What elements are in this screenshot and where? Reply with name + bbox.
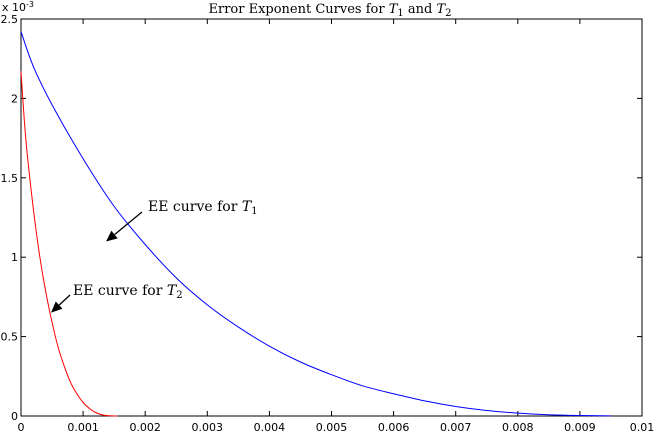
chart-title-prefix: Error Exponent Curves for [208, 2, 388, 17]
annotation-t1: EE curve for T1 [106, 199, 258, 242]
annotation-t1-prefix: EE curve for [148, 199, 242, 215]
y-multiplier: x 10-3 [2, 0, 34, 14]
chart-title-var2: T [436, 2, 446, 17]
y-multiplier-base: x 10 [2, 1, 26, 14]
x-tick-label: 0.003 [192, 421, 224, 432]
x-tick-label: 0.01 [630, 421, 654, 432]
annotation-t2-sub: 2 [176, 290, 182, 301]
series-group [20, 31, 611, 417]
annotation-t2-arrow-head [51, 301, 63, 313]
x-axis: 0 0.001 0.002 0.003 0.004 0.005 0.006 0.007 0.00… [18, 19, 654, 432]
x-tick-label: 0.009 [564, 421, 596, 432]
annotation-t2-var: T [167, 283, 178, 299]
x-tick-label: 0.007 [440, 421, 472, 432]
annotation-t1-arrow-head [106, 230, 118, 242]
chart-title-sub1: 1 [397, 8, 403, 19]
annotation-t2: EE curve for T2 [51, 283, 183, 313]
x-tick-label: 0.004 [254, 421, 286, 432]
annotation-t1-label: EE curve for T1 [148, 199, 258, 217]
x-tick-label: 0.005 [316, 421, 348, 432]
annotation-t1-arrow-line [114, 211, 143, 236]
chart-title-var1: T [389, 2, 399, 17]
y-tick-label: 0 [11, 410, 18, 423]
y-tick-label: 1 [11, 251, 18, 264]
y-tick-label: 2 [11, 92, 18, 105]
annotation-t2-arrow-line [58, 294, 71, 306]
x-tick-label: 0.002 [129, 421, 161, 432]
series-line-2 [20, 71, 118, 417]
y-axis: 0 0.5 1 1.5 2 2.5 [1, 13, 642, 423]
chart-title: Error Exponent Curves for T1 and T2 [208, 2, 451, 19]
annotation-t1-sub: 1 [251, 206, 257, 217]
y-tick-label: 0.5 [1, 331, 19, 344]
y-multiplier-exponent: -3 [26, 0, 34, 9]
x-tick-label: 0.001 [67, 421, 99, 432]
y-tick-label: 2.5 [1, 13, 19, 26]
x-tick-label: 0.008 [502, 421, 534, 432]
y-tick-label: 1.5 [1, 172, 19, 185]
x-tick-label: 0.006 [378, 421, 410, 432]
series-line-1 [20, 31, 611, 417]
chart-title-mid: and [404, 2, 437, 17]
annotation-t2-label: EE curve for T2 [73, 283, 183, 301]
chart-title-sub2: 2 [445, 8, 451, 19]
x-tick-label: 0 [18, 421, 25, 432]
annotation-t2-prefix: EE curve for [73, 283, 167, 299]
annotation-t1-var: T [242, 199, 253, 215]
plot-area [20, 18, 643, 417]
